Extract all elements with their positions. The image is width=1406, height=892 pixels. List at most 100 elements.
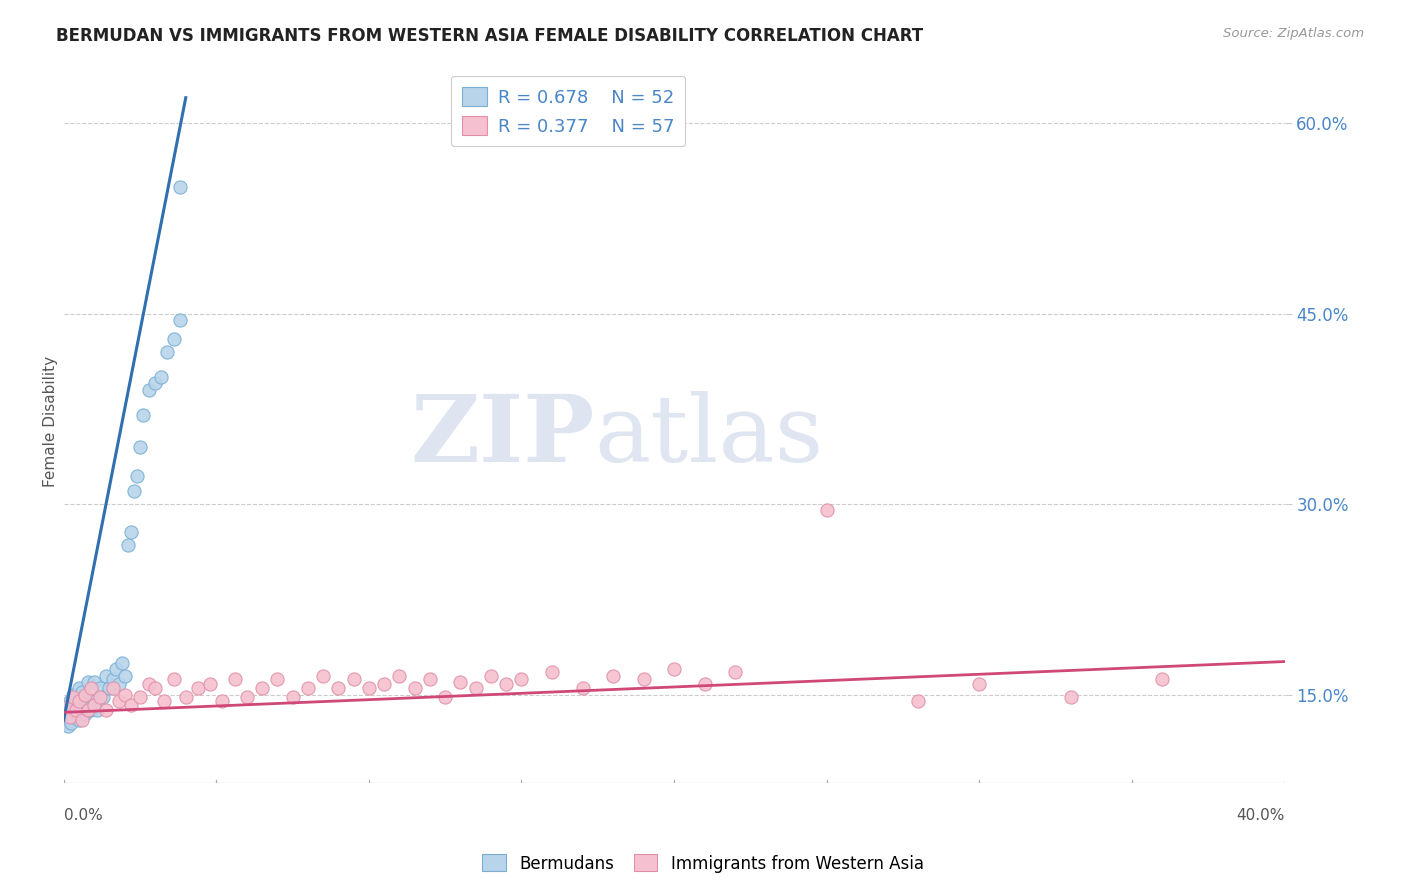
- Point: [138, 383, 160, 397]
- Point: [65, 690, 87, 705]
- Point: [224, 673, 246, 687]
- Point: [77, 703, 100, 717]
- Point: [495, 677, 517, 691]
- Point: [101, 681, 124, 696]
- Point: [59, 710, 82, 724]
- Point: [98, 681, 121, 696]
- Point: [122, 484, 145, 499]
- Point: [693, 677, 716, 691]
- Point: [62, 694, 84, 708]
- Point: [162, 673, 184, 687]
- Point: [59, 694, 82, 708]
- Text: ZIP: ZIP: [411, 391, 595, 481]
- Point: [266, 673, 288, 687]
- Point: [55, 706, 77, 721]
- Legend: R = 0.678    N = 52, R = 0.377    N = 57: R = 0.678 N = 52, R = 0.377 N = 57: [451, 76, 686, 146]
- Point: [62, 710, 84, 724]
- Point: [101, 673, 124, 687]
- Point: [96, 668, 118, 682]
- Point: [70, 703, 93, 717]
- Point: [62, 703, 84, 717]
- Point: [89, 690, 111, 705]
- Text: BERMUDAN VS IMMIGRANTS FROM WESTERN ASIA FEMALE DISABILITY CORRELATION CHART: BERMUDAN VS IMMIGRANTS FROM WESTERN ASIA…: [56, 27, 924, 45]
- Point: [449, 674, 471, 689]
- Point: [571, 681, 593, 696]
- Point: [114, 668, 136, 682]
- Text: Source: ZipAtlas.com: Source: ZipAtlas.com: [1223, 27, 1364, 40]
- Point: [83, 694, 105, 708]
- Point: [541, 665, 564, 679]
- Point: [969, 677, 991, 691]
- Point: [343, 673, 366, 687]
- Point: [143, 376, 166, 391]
- Point: [67, 681, 90, 696]
- Point: [153, 694, 176, 708]
- Point: [211, 694, 233, 708]
- Point: [80, 703, 103, 717]
- Point: [67, 694, 90, 708]
- Point: [77, 674, 100, 689]
- Point: [373, 677, 395, 691]
- Point: [281, 690, 304, 705]
- Point: [174, 690, 197, 705]
- Point: [434, 690, 457, 705]
- Text: atlas: atlas: [595, 391, 824, 481]
- Point: [602, 668, 624, 682]
- Point: [86, 703, 108, 717]
- Point: [73, 690, 96, 705]
- Point: [55, 700, 77, 714]
- Legend: Bermudans, Immigrants from Western Asia: Bermudans, Immigrants from Western Asia: [475, 847, 931, 880]
- Point: [907, 694, 929, 708]
- Point: [83, 674, 105, 689]
- Point: [129, 690, 152, 705]
- Point: [58, 698, 80, 712]
- Point: [89, 681, 111, 696]
- Point: [120, 524, 142, 539]
- Point: [117, 538, 139, 552]
- Point: [65, 703, 87, 717]
- Point: [80, 681, 103, 696]
- Point: [138, 677, 160, 691]
- Point: [132, 408, 155, 422]
- Point: [107, 694, 129, 708]
- Point: [156, 344, 179, 359]
- Point: [73, 706, 96, 721]
- Point: [62, 688, 84, 702]
- Point: [419, 673, 441, 687]
- Point: [388, 668, 411, 682]
- Point: [198, 677, 221, 691]
- Point: [143, 681, 166, 696]
- Point: [328, 681, 350, 696]
- Point: [55, 710, 77, 724]
- Point: [65, 706, 87, 721]
- Point: [77, 698, 100, 712]
- Point: [169, 313, 191, 327]
- Point: [55, 715, 77, 730]
- Point: [93, 690, 115, 705]
- Point: [67, 713, 90, 727]
- Point: [67, 698, 90, 712]
- Point: [724, 665, 747, 679]
- Point: [73, 688, 96, 702]
- Point: [125, 469, 148, 483]
- Point: [104, 662, 127, 676]
- Point: [162, 332, 184, 346]
- Point: [60, 715, 83, 730]
- Point: [297, 681, 319, 696]
- Point: [464, 681, 486, 696]
- Point: [312, 668, 335, 682]
- Point: [633, 673, 655, 687]
- Point: [150, 370, 173, 384]
- Point: [96, 703, 118, 717]
- Point: [250, 681, 273, 696]
- Point: [236, 690, 259, 705]
- Point: [70, 713, 93, 727]
- Point: [58, 719, 80, 733]
- Point: [83, 698, 105, 712]
- Point: [111, 656, 134, 670]
- Y-axis label: Female Disability: Female Disability: [44, 356, 58, 487]
- Point: [187, 681, 209, 696]
- Point: [129, 440, 152, 454]
- Point: [120, 698, 142, 712]
- Point: [59, 713, 82, 727]
